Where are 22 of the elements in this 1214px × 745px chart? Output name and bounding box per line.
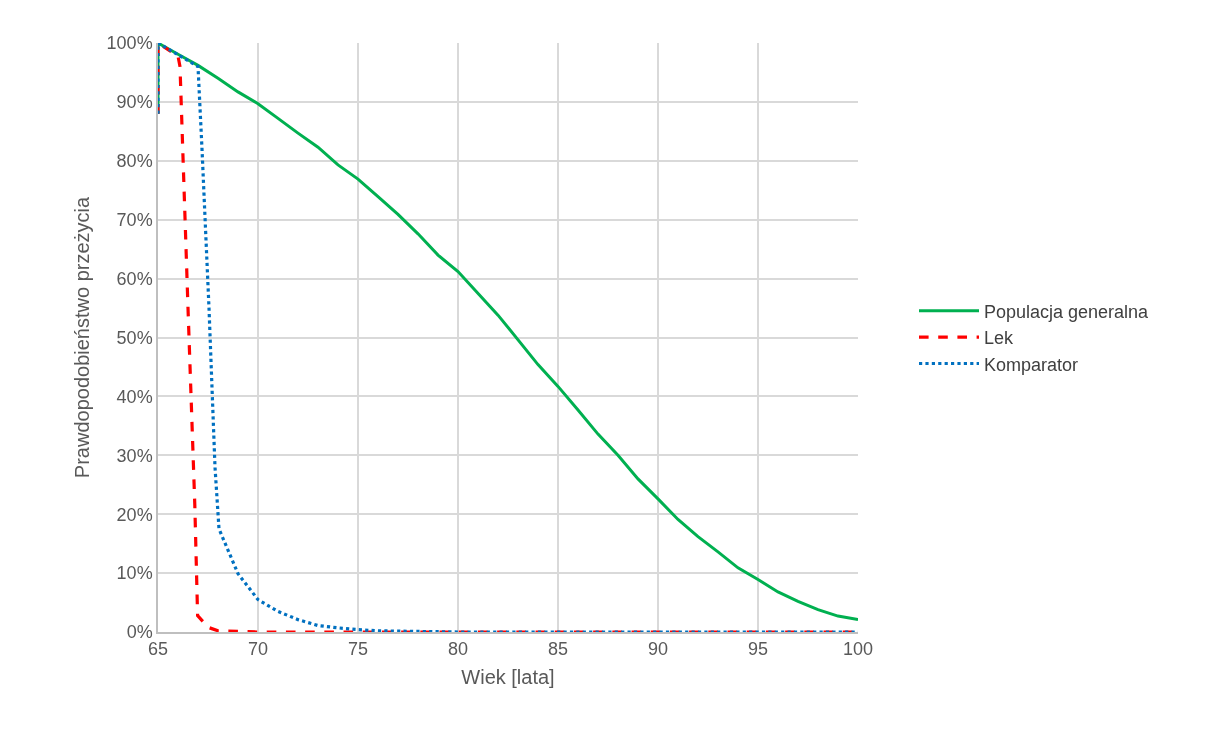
x-tick-label: 95: [747, 639, 769, 660]
y-tick-label: 100%: [106, 33, 153, 54]
y-tick-label: 70%: [116, 210, 153, 230]
y-tick-label: 20%: [116, 504, 153, 525]
x-axis-title: Wiek [lata]: [461, 666, 555, 689]
y-tick-label: 10%: [116, 563, 153, 584]
y-tick-label: 50%: [116, 327, 153, 348]
y-tick-label: 60%: [116, 268, 153, 289]
x-tick-label: 85: [547, 639, 569, 660]
x-tick-label: 80: [447, 639, 469, 660]
legend-label: Populacja generalna: [984, 301, 1150, 322]
legend-label: Komparator: [984, 354, 1079, 375]
x-tick-label: 100: [842, 639, 874, 660]
y-tick-label: 40%: [116, 386, 153, 407]
y-tick-label: 90%: [116, 92, 153, 113]
x-tick-label: 90: [647, 639, 669, 660]
y-tick-label: 80%: [116, 151, 153, 172]
x-tick-label: 75: [347, 639, 369, 660]
legend-label: Lek: [984, 328, 1015, 349]
y-axis-title: Prawdopodobieństwo przeżycia: [70, 195, 93, 479]
y-tick-label: 30%: [116, 445, 153, 466]
x-tick-label: 70: [247, 639, 269, 660]
